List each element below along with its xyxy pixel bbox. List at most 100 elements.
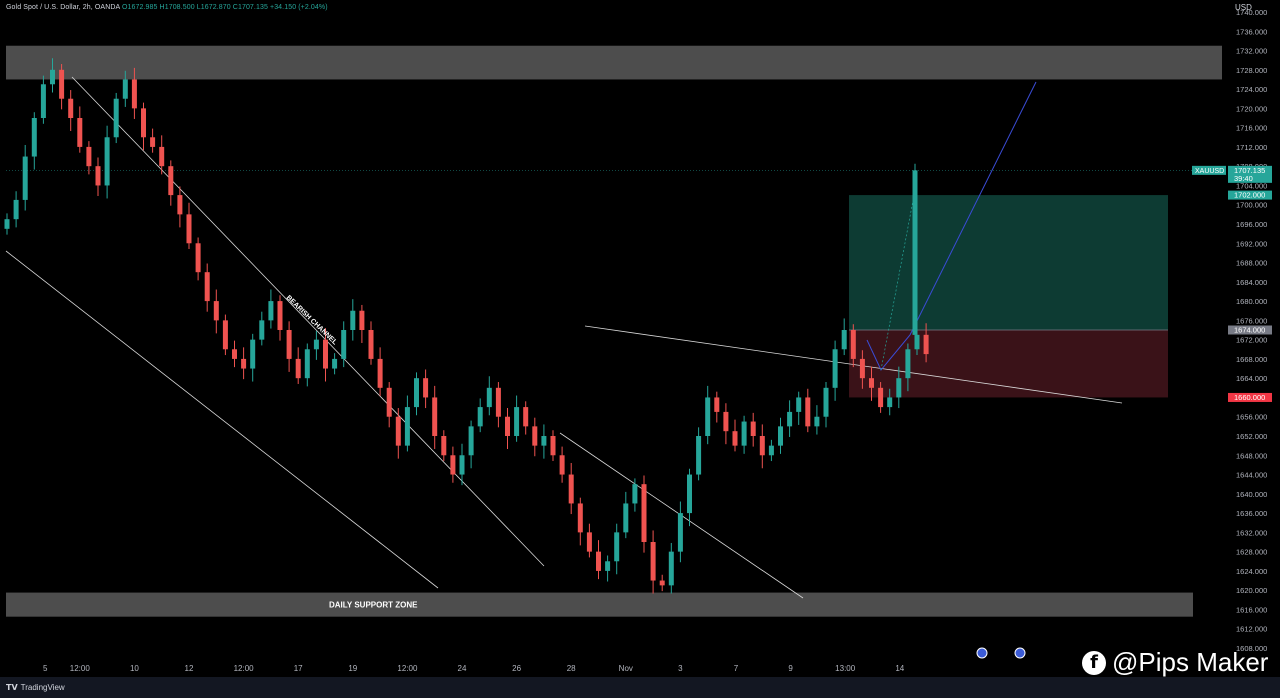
candle	[641, 484, 647, 542]
candle	[222, 320, 228, 350]
channel-lower-line	[5, 250, 439, 589]
price-tick: 1684.000	[1236, 278, 1267, 287]
projection-path	[866, 81, 1037, 371]
price-tick: 1672.000	[1236, 336, 1267, 345]
price-tick: 1640.000	[1236, 490, 1267, 499]
bearish-channel-label: BEARISH CHANNEL	[285, 294, 339, 347]
candle	[796, 397, 802, 412]
candle	[95, 166, 101, 186]
candle	[596, 551, 601, 571]
candle	[659, 580, 665, 586]
candle	[113, 98, 119, 138]
last-candle	[912, 170, 918, 335]
candle	[86, 146, 92, 167]
resistance-zone	[6, 45, 1222, 80]
candle	[495, 387, 501, 417]
candle	[241, 358, 247, 369]
price-tag	[1228, 165, 1272, 183]
time-tick: 12:00	[397, 664, 418, 673]
candle	[423, 378, 429, 398]
time-tick: 26	[512, 664, 521, 673]
candle	[377, 358, 383, 388]
candle	[514, 407, 520, 436]
candle	[923, 334, 929, 355]
candle	[778, 426, 783, 446]
candle	[304, 349, 310, 379]
price-tick: 1656.000	[1236, 413, 1267, 422]
candle	[787, 411, 793, 427]
candle	[186, 214, 192, 244]
open-value: O1672.985	[121, 4, 158, 11]
time-tick: 9	[788, 664, 793, 673]
candle	[141, 108, 146, 138]
price-tick: 1724.000	[1236, 85, 1267, 94]
candle	[832, 349, 838, 388]
candle	[750, 421, 756, 436]
candle	[22, 156, 28, 200]
price-chart[interactable]: 1608.000 1612.000 1616.000 1620.000 1624.000…	[0, 0, 1280, 677]
loss-zone	[849, 330, 1168, 398]
time-tick: 24	[458, 664, 467, 673]
candle	[77, 118, 83, 147]
candle	[532, 426, 538, 446]
candle	[268, 301, 274, 321]
price-tick: 1632.000	[1236, 528, 1267, 537]
candle	[523, 407, 529, 427]
candle	[68, 98, 74, 118]
candle	[341, 330, 347, 359]
candle	[131, 79, 137, 109]
time-tick: 10	[130, 664, 139, 673]
time-tick: 5	[43, 664, 48, 673]
candle	[477, 407, 483, 427]
economic-event-icon	[976, 647, 988, 659]
price-tag	[1228, 325, 1272, 335]
candle	[414, 378, 419, 408]
time-tick: 17	[294, 664, 303, 673]
price-tick: 1644.000	[1236, 471, 1267, 480]
time-tick: 19	[348, 664, 357, 673]
price-tick: 1616.000	[1236, 605, 1267, 614]
candle	[623, 503, 629, 533]
candle	[896, 378, 902, 398]
profit-zone	[849, 195, 1168, 330]
candle	[914, 334, 920, 350]
candle	[323, 339, 328, 369]
symbol-legend: Gold Spot / U.S. Dollar, 2h, OANDA O1672…	[6, 4, 328, 11]
footer-bar	[0, 677, 1280, 698]
symbol-tag	[1192, 165, 1226, 175]
candle	[878, 387, 884, 408]
price-axis[interactable]: 1608.000 1612.000 1616.000 1620.000 1624.000…	[1226, 0, 1280, 677]
symbol-title[interactable]: Gold Spot / U.S. Dollar, 2h, OANDA	[6, 4, 120, 11]
candle	[359, 310, 365, 330]
candle	[605, 561, 611, 571]
candle	[714, 397, 720, 412]
candle	[213, 301, 219, 321]
candle	[195, 243, 201, 273]
currency-label[interactable]: USD	[1235, 3, 1252, 12]
price-tick: 1720.000	[1236, 104, 1267, 113]
candle	[541, 436, 547, 446]
price-axis-bg	[1226, 0, 1280, 677]
candle	[805, 397, 811, 427]
candle	[395, 416, 401, 446]
price-tick: 1676.000	[1236, 316, 1267, 325]
time-tick: 14	[895, 664, 904, 673]
time-axis[interactable]: 5 12:00 10 12 12:00 17 19 12:00 24 26 28 Nov 3 7 9 13:0…	[43, 647, 1026, 673]
price-tick: 1740.000	[1236, 8, 1267, 17]
price-tick: 1636.000	[1236, 509, 1267, 518]
candle	[459, 455, 465, 475]
candle	[259, 320, 265, 340]
daily-support-zone-label: DAILY SUPPORT ZONE	[329, 601, 418, 610]
candle	[559, 455, 565, 475]
time-tick: 12:00	[234, 664, 255, 673]
zone-layer	[6, 45, 1222, 617]
candle	[577, 503, 583, 533]
candle	[850, 330, 856, 359]
candle	[295, 358, 301, 379]
candle	[350, 310, 356, 330]
tradingview-logo[interactable]: TV TradingView	[6, 683, 65, 692]
candle	[586, 532, 592, 552]
candle	[441, 436, 447, 456]
candle	[168, 166, 174, 196]
